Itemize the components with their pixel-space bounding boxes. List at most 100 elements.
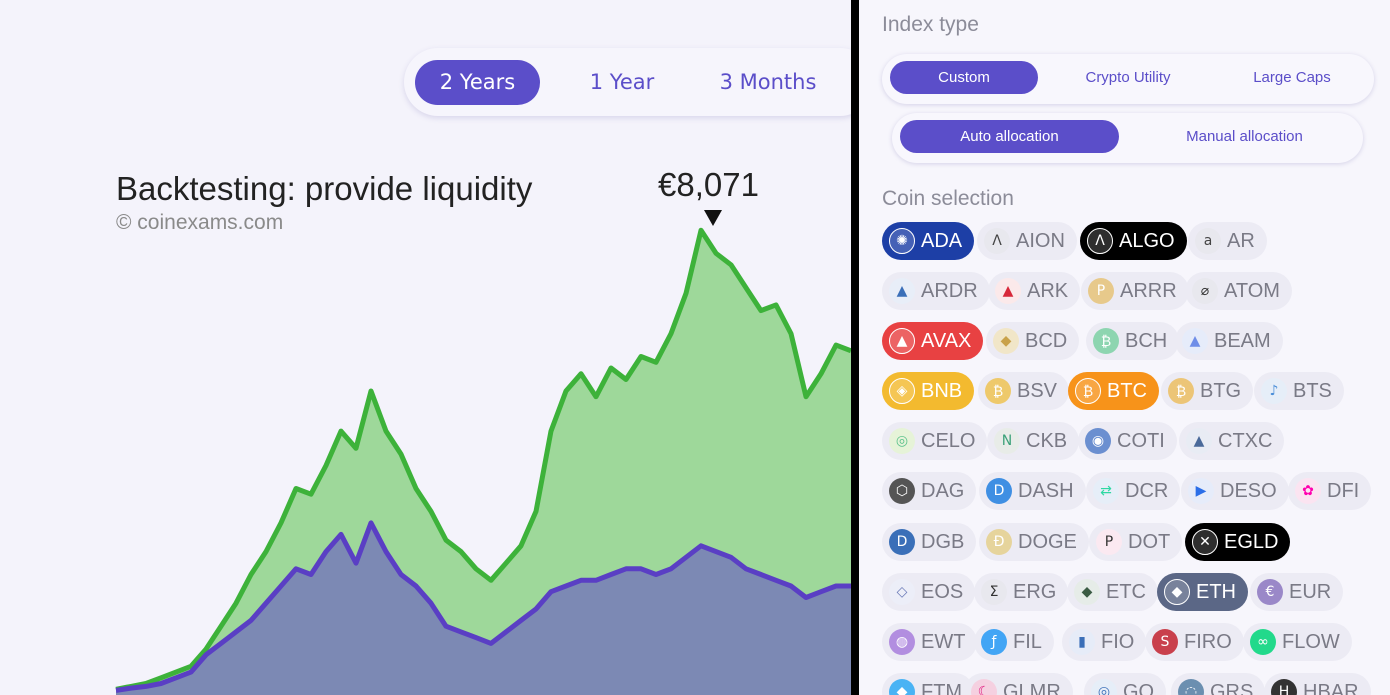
coin-chip-erg[interactable]: Σ ERG (974, 573, 1069, 611)
coin-chip-grs[interactable]: ◌ GRS (1171, 673, 1266, 695)
ada-icon: ✺ (889, 228, 915, 254)
coin-chip-ctxc[interactable]: ▲ CTXC (1179, 422, 1285, 460)
coin-chip-firo[interactable]: S FIRO (1145, 623, 1244, 661)
settings-panel: Index type Custom Crypto Utility Large C… (859, 0, 1390, 695)
bts-icon: ♪ (1261, 378, 1287, 404)
coin-chip-btc[interactable]: ₿ BTC (1068, 372, 1159, 410)
egld-icon: ✕ (1192, 529, 1218, 555)
coin-chip-bts[interactable]: ♪ BTS (1254, 372, 1344, 410)
coin-chip-algo[interactable]: Λ ALGO (1080, 222, 1187, 260)
coin-chip-ar[interactable]: a AR (1188, 222, 1267, 260)
coin-chip-ftm[interactable]: ◆ FTM (882, 673, 975, 695)
coin-symbol: ALGO (1119, 229, 1175, 252)
series-1-line (115, 520, 851, 693)
glmr-icon: ☾ (971, 679, 997, 695)
period-tab-1-year[interactable]: 1 Year (589, 70, 655, 94)
coin-symbol: BTG (1200, 379, 1242, 402)
eos-icon: ◇ (889, 579, 915, 605)
coin-chip-etc[interactable]: ◆ ETC (1067, 573, 1158, 611)
chart-credit: © coinexams.com (116, 211, 284, 234)
coin-chip-eth[interactable]: ◆ ETH (1157, 573, 1248, 611)
coin-chip-coti[interactable]: ◉ COTI (1078, 422, 1177, 460)
coin-symbol: CKB (1026, 429, 1068, 452)
backtest-chart (115, 227, 851, 695)
coin-symbol: BNB (921, 379, 963, 402)
coin-chip-ardr[interactable]: ▲ ARDR (882, 272, 990, 310)
coin-symbol: HBAR (1303, 680, 1359, 695)
coin-chip-bch[interactable]: ₿ BCH (1086, 322, 1180, 360)
coin-chip-dcr[interactable]: ⇄ DCR (1086, 472, 1181, 510)
coin-chip-ckb[interactable]: N CKB (987, 422, 1080, 460)
chart-panel: 2 Years 1 Year 3 Months Backtesting: pro… (115, 60, 851, 695)
coin-symbol: ADA (921, 229, 963, 252)
coin-chip-deso[interactable]: ▶ DESO (1181, 472, 1289, 510)
coin-symbol: DESO (1220, 479, 1277, 502)
coin-chip-bnb[interactable]: ◈ BNB (882, 372, 975, 410)
auto-allocation-option[interactable]: Auto allocation (900, 120, 1119, 153)
coin-chip-go[interactable]: ◎ GO (1084, 673, 1167, 695)
dfi-icon: ✿ (1295, 478, 1321, 504)
coin-symbol: ETC (1106, 580, 1146, 603)
coin-chip-dot[interactable]: P DOT (1089, 523, 1183, 561)
coin-chip-fio[interactable]: ▮ FIO (1062, 623, 1147, 661)
coin-chip-dgb[interactable]: D DGB (882, 523, 977, 561)
coin-chip-flow[interactable]: ∞ FLOW (1243, 623, 1352, 661)
coin-symbol: FIL (1013, 630, 1042, 653)
coin-symbol: BTC (1107, 379, 1147, 402)
coin-chip-celo[interactable]: ◎ CELO (882, 422, 988, 460)
manual-allocation-option[interactable]: Manual allocation (1186, 128, 1303, 145)
coin-symbol: BSV (1017, 379, 1058, 402)
coin-chip-bcd[interactable]: ◆ BCD (986, 322, 1080, 360)
coin-symbol: COTI (1117, 429, 1165, 452)
coin-symbol: GO (1123, 680, 1155, 695)
coin-chip-dag[interactable]: ⬡ DAG (882, 472, 977, 510)
coin-chip-atom[interactable]: ⌀ ATOM (1185, 272, 1292, 310)
ckb-icon: N (994, 428, 1020, 454)
eur-icon: € (1257, 579, 1283, 605)
index-type-custom[interactable]: Custom (890, 61, 1038, 94)
coin-chip-hbar[interactable]: H HBAR (1264, 673, 1371, 695)
deso-icon: ▶ (1188, 478, 1214, 504)
series-1-area (116, 522, 851, 695)
coin-chip-dash[interactable]: D DASH (979, 472, 1086, 510)
index-type-large-caps[interactable]: Large Caps (1253, 69, 1331, 86)
coin-chip-arrr[interactable]: P ARRR (1081, 272, 1189, 310)
index-type-crypto-utility[interactable]: Crypto Utility (1085, 69, 1171, 86)
doge-icon: Ð (986, 529, 1012, 555)
beam-icon: ▲ (1182, 328, 1208, 354)
coin-symbol: AVAX (921, 329, 972, 352)
period-tab-2-years[interactable]: 2 Years (415, 60, 540, 105)
coin-chip-avax[interactable]: ▲ AVAX (882, 322, 984, 360)
ardr-icon: ▲ (889, 278, 915, 304)
coin-chip-fil[interactable]: ƒ FIL (974, 623, 1054, 661)
coin-chip-btg[interactable]: ₿ BTG (1161, 372, 1254, 410)
coin-symbol: ATOM (1224, 279, 1280, 302)
coin-symbol: ARDR (921, 279, 978, 302)
coin-symbol: ARRR (1120, 279, 1177, 302)
aion-icon: Λ (984, 228, 1010, 254)
coin-chip-eur[interactable]: € EUR (1250, 573, 1344, 611)
panel-divider (851, 0, 859, 695)
coin-chip-glmr[interactable]: ☾ GLMR (964, 673, 1073, 695)
coin-chip-ada[interactable]: ✺ ADA (882, 222, 975, 260)
coin-chip-egld[interactable]: ✕ EGLD (1185, 523, 1291, 561)
coin-chip-ewt[interactable]: ◍ EWT (882, 623, 978, 661)
coin-symbol: DOT (1128, 530, 1171, 553)
coin-symbol: CELO (921, 429, 976, 452)
coin-chip-eos[interactable]: ◇ EOS (882, 573, 976, 611)
coin-chip-beam[interactable]: ▲ BEAM (1175, 322, 1283, 360)
coin-chip-ark[interactable]: ▲ ARK (988, 272, 1081, 310)
dag-icon: ⬡ (889, 478, 915, 504)
period-tab-3-months[interactable]: 3 Months (719, 70, 817, 94)
coin-chip-dfi[interactable]: ✿ DFI (1288, 472, 1372, 510)
coin-symbol: DFI (1327, 479, 1360, 502)
dot-icon: P (1096, 529, 1122, 555)
coti-icon: ◉ (1085, 428, 1111, 454)
coin-symbol: ARK (1027, 279, 1069, 302)
coin-symbol: ERG (1013, 580, 1057, 603)
coin-chip-aion[interactable]: Λ AION (977, 222, 1077, 260)
coin-chip-doge[interactable]: Ð DOGE (979, 523, 1089, 561)
coin-symbol: DAG (921, 479, 965, 502)
coin-chip-bsv[interactable]: ₿ BSV (978, 372, 1070, 410)
